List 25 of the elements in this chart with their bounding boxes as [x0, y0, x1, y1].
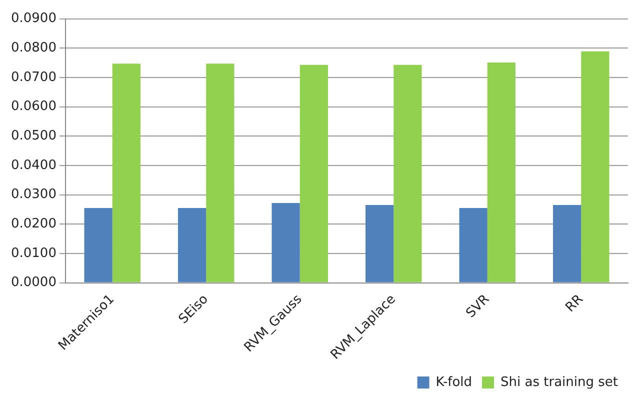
bar	[178, 208, 206, 282]
y-tick-label: 0.0900	[10, 11, 56, 26]
bar	[394, 64, 422, 282]
bar	[581, 51, 610, 282]
y-tick-label: 0.0000	[10, 275, 56, 290]
legend-label: Shi as training set	[500, 374, 618, 390]
y-tick-label: 0.0200	[10, 216, 56, 232]
y-tick-label: 0.0400	[10, 158, 56, 173]
bar	[84, 208, 112, 282]
x-tick-label: RR	[562, 292, 586, 316]
legend-label: K-fold	[436, 374, 472, 390]
y-tick-label: 0.0500	[10, 128, 56, 144]
bar	[459, 208, 488, 282]
y-tick-label: 0.0800	[10, 40, 56, 56]
y-tick-label: 0.0700	[10, 70, 56, 85]
y-tick-label: 0.0600	[10, 99, 56, 114]
y-tick-label: 0.0100	[10, 246, 56, 261]
bar	[112, 64, 140, 282]
bar	[487, 62, 516, 282]
bar	[300, 64, 328, 282]
bar	[272, 203, 300, 282]
bar	[206, 64, 234, 282]
bar	[365, 205, 394, 282]
bar	[553, 205, 582, 282]
y-tick-label: 0.0300	[10, 187, 56, 202]
